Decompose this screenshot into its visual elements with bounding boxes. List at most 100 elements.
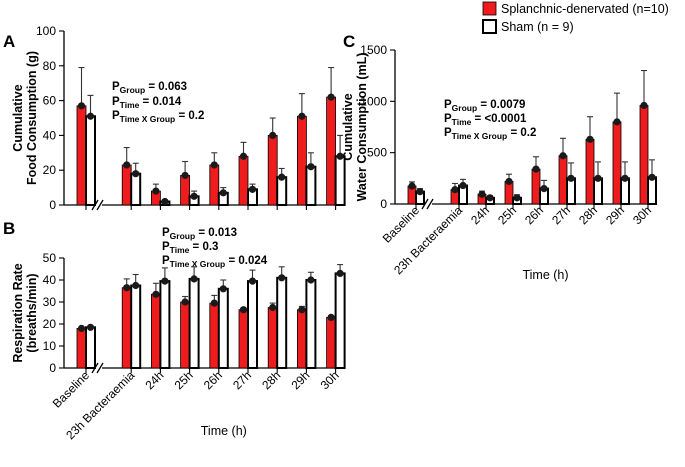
x-tick-label-C-6: 28h (576, 203, 600, 227)
stats-block-b: PGroup = 0.013 PTime = 0.3 PTime X Group… (162, 227, 268, 269)
y-tick-label-B-1: 10 (43, 339, 57, 353)
axis-break-mark-2-C (426, 198, 434, 210)
axis-break-mark-2-A (96, 199, 104, 211)
point-A-s1-6 (278, 173, 286, 181)
x-tick-label-B-6: 28h (259, 368, 283, 392)
stat-a-time: PTime = 0.014 (112, 96, 182, 110)
bar-C-s0-8 (639, 105, 649, 205)
y-tick-label-A-5: 100 (36, 24, 56, 38)
chart-respiration-rate: 0 10 20 30 40 50 Respiration Rate(breaths/min)… (11, 251, 346, 442)
bar-B-s0-4 (209, 302, 220, 369)
bar-A-s0-0 (76, 105, 87, 206)
bar-B-s0-6 (267, 307, 278, 369)
point-C-s0-3 (505, 177, 513, 186)
x-axis-label-B: Time (h) (201, 424, 247, 438)
y-axis-label-line-B-0: Respiration Rate (11, 263, 25, 362)
stat-b-group: PGroup = 0.013 (162, 227, 237, 241)
point-B-s0-3 (181, 298, 189, 306)
point-A-s0-5 (239, 152, 248, 160)
point-B-s1-2 (161, 277, 169, 285)
panel-letter-b: B (3, 219, 15, 238)
y-tick-label-A-2: 40 (43, 128, 57, 142)
x-tick-label-B-3: 25h (172, 368, 196, 392)
y-tick-label-C-3: 1500 (360, 43, 387, 57)
bar-C-s0-6 (585, 138, 595, 205)
point-C-s1-2 (486, 194, 494, 202)
point-A-s1-0 (86, 112, 95, 120)
bar-C-s0-5 (558, 155, 568, 205)
x-tick-label-B-8: 30h (318, 368, 342, 392)
bar-C-s1-6 (593, 177, 603, 205)
point-A-s0-6 (269, 131, 277, 139)
point-A-s1-7 (307, 163, 315, 171)
point-C-s1-1 (459, 181, 467, 190)
point-C-s0-4 (532, 165, 540, 173)
point-C-s0-0 (408, 182, 416, 190)
stats-block-a: PGroup = 0.063 PTime = 0.014 PTime X Gro… (112, 81, 204, 124)
bar-C-s0-4 (531, 168, 541, 205)
x-tick-label-C-7: 29h (603, 203, 627, 227)
point-A-s0-8 (327, 93, 335, 101)
bar-A-s0-1 (121, 164, 132, 206)
stat-a-interaction: PTime X Group = 0.2 (112, 110, 204, 124)
point-B-s0-7 (298, 306, 306, 314)
point-A-s0-1 (123, 161, 131, 169)
y-tick-label-A-4: 80 (43, 59, 57, 73)
x-tick-label-C-5: 27h (549, 203, 573, 227)
point-B-s1-0 (86, 323, 95, 331)
bar-A-s1-8 (334, 155, 346, 206)
point-C-s1-0 (416, 188, 424, 196)
bar-A-s0-5 (238, 155, 249, 206)
point-B-s0-1 (123, 284, 131, 292)
bar-B-s1-0 (85, 326, 96, 369)
point-A-s0-0 (77, 102, 86, 110)
bar-A-s1-6 (276, 176, 288, 207)
bar-B-s1-5 (247, 280, 258, 370)
bar-B-s1-1 (130, 284, 142, 369)
legend: Splanchnic-denervated (n=10) Sham (n = 9… (482, 1, 669, 34)
stats-block-c: PGroup = 0.0079 PTime = <0.0001 PTime X … (444, 99, 536, 141)
stat-c-interaction: PTime X Group = 0.2 (444, 127, 536, 141)
y-axis-label-B: Respiration Rate(breaths/min) (11, 263, 39, 362)
y-axis-label-line-A-1: Food Consumption (g) (25, 51, 39, 185)
point-C-s1-3 (513, 194, 521, 202)
point-B-s0-0 (77, 324, 86, 332)
bar-B-s1-2 (159, 280, 171, 370)
point-C-s0-1 (451, 186, 459, 194)
point-C-s1-4 (540, 185, 548, 193)
y-tick-label-A-3: 60 (43, 94, 57, 108)
y-tick-label-B-3: 30 (43, 295, 57, 309)
bar-A-s0-4 (209, 164, 220, 206)
point-C-s1-5 (567, 174, 575, 182)
y-axis-label-line-C-0: Cumulative (341, 93, 355, 160)
bar-B-s0-5 (238, 309, 249, 369)
chart-food-consumption: 0 20 40 60 80 100 CumulativeFood Consumption (… (11, 24, 346, 212)
bar-A-s1-1 (130, 172, 142, 206)
x-tick-label-C-4: 26h (522, 203, 546, 227)
bar-A-s0-6 (267, 134, 278, 206)
y-tick-label-B-2: 20 (43, 317, 57, 331)
panel-letter-c: C (343, 32, 355, 51)
bar-C-s0-7 (612, 121, 622, 205)
point-C-s0-2 (478, 190, 486, 198)
stat-c-group: PGroup = 0.0079 (444, 99, 525, 113)
y-tick-label-B-4: 40 (43, 273, 57, 287)
point-C-s0-7 (613, 118, 621, 126)
point-A-s1-5 (248, 185, 257, 193)
y-tick-label-C-1: 500 (367, 146, 387, 160)
point-B-s0-8 (327, 313, 335, 321)
point-B-s0-2 (152, 290, 160, 298)
point-C-s0-5 (559, 152, 567, 160)
point-B-s1-6 (278, 274, 286, 282)
bar-C-s1-7 (620, 177, 630, 205)
point-B-s1-3 (190, 275, 198, 283)
bar-B-s1-7 (305, 279, 317, 369)
stat-c-time: PTime = <0.0001 (444, 113, 527, 127)
bar-B-s0-2 (150, 293, 161, 369)
bar-B-s1-6 (276, 276, 288, 369)
y-tick-label-C-2: 1000 (360, 94, 387, 108)
legend-swatch-splanchnic (482, 1, 497, 16)
bar-A-s0-3 (180, 175, 191, 206)
